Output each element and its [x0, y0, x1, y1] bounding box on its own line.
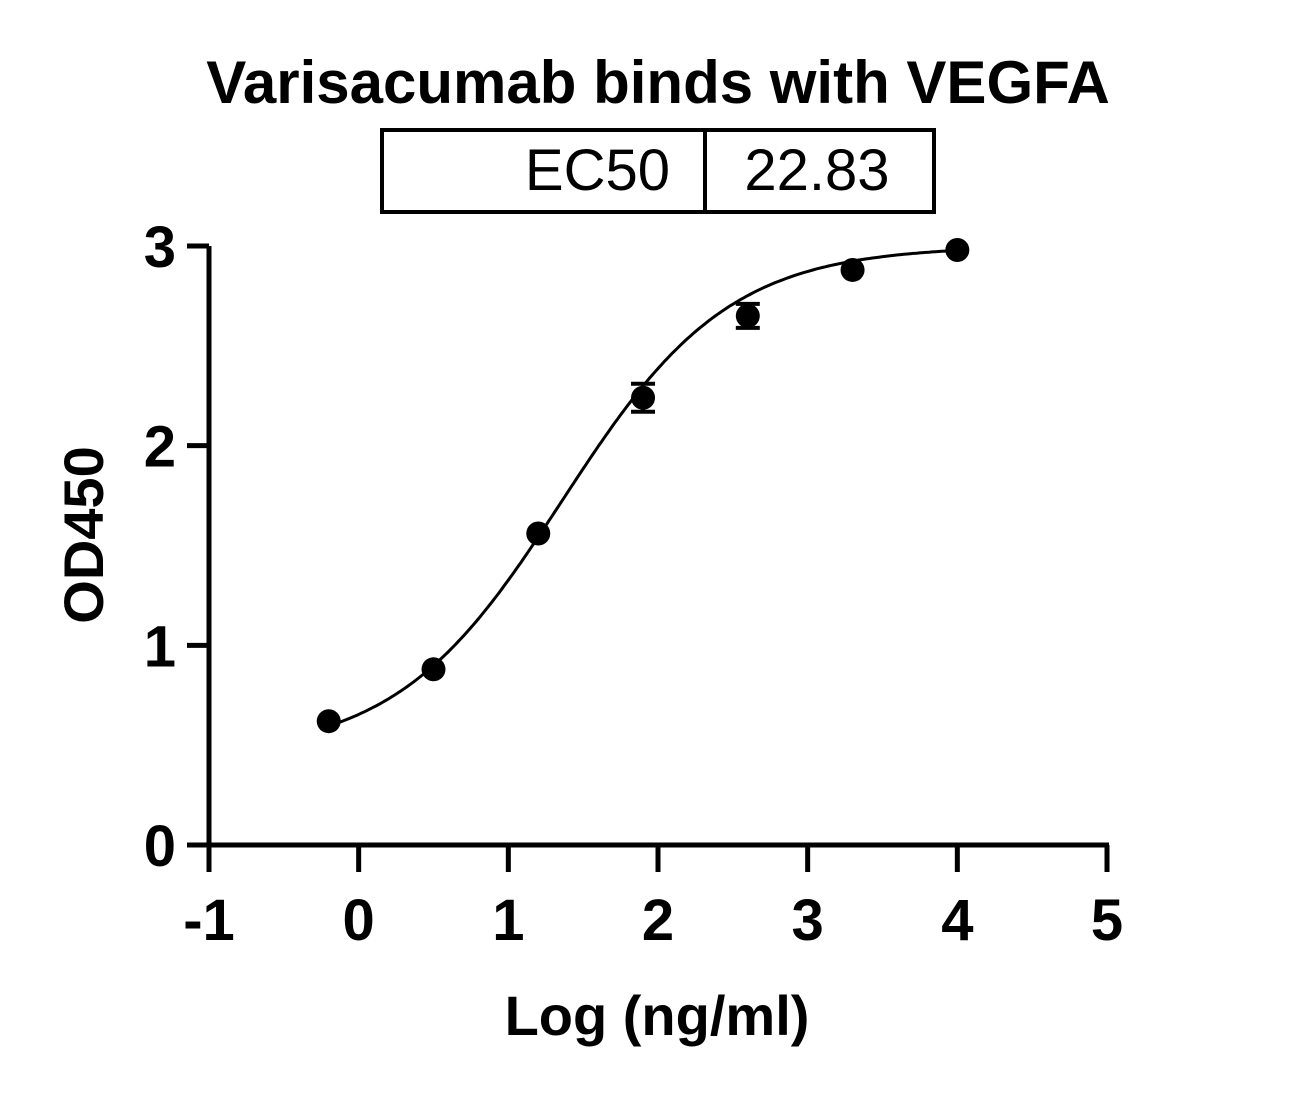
y-tick-label: 0 [144, 814, 176, 879]
y-tick-label: 1 [144, 614, 176, 679]
data-point [631, 385, 656, 410]
ec50-value: 22.83 [744, 138, 889, 203]
y-tick-label: 3 [144, 215, 176, 280]
ec50-label: EC50 [525, 138, 670, 203]
x-tick-label: 1 [492, 888, 524, 953]
chart-title: Varisacumab binds with VEGFA [206, 49, 1110, 116]
x-tick-label: 3 [792, 888, 824, 953]
y-tick-label: 2 [144, 415, 176, 480]
x-axis-label: Log (ng/ml) [505, 984, 810, 1047]
x-tick-label: 0 [343, 888, 375, 953]
fit-curve-path [328, 248, 958, 728]
x-tick-label: -1 [183, 888, 235, 953]
x-tick-label: 2 [642, 888, 674, 953]
data-point [735, 303, 760, 328]
data-point [526, 521, 551, 546]
ec50-table-border [380, 128, 936, 214]
data-point [421, 657, 446, 682]
data-point [945, 237, 970, 262]
ec50-table: EC50 22.83 [380, 128, 936, 214]
x-tick-label: 5 [1091, 888, 1123, 953]
y-axis-label: OD450 [52, 446, 115, 623]
data-point [316, 709, 341, 734]
x-tick-label: 4 [941, 888, 973, 953]
data-points [316, 237, 970, 734]
data-point [840, 257, 865, 282]
fit-curve [328, 248, 958, 728]
